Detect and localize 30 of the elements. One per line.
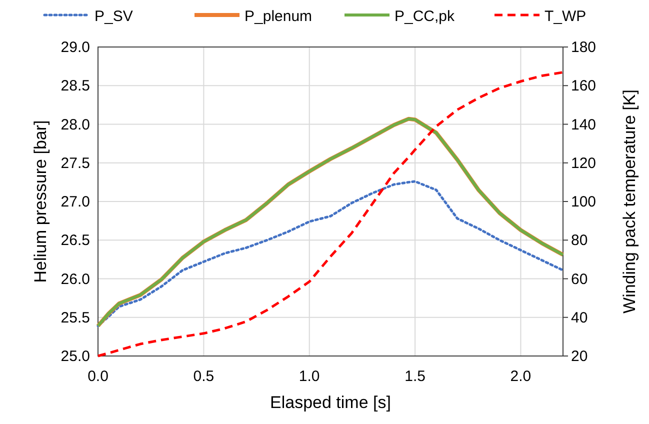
x-tick-label: 0.0 — [88, 368, 108, 385]
y2-axis-title: Winding pack temperature [K] — [620, 90, 639, 314]
y2-tick-label: 160 — [571, 78, 596, 95]
y-tick-label: 28.0 — [60, 116, 90, 134]
y-tick-label: 26.5 — [60, 232, 90, 250]
x-tick-label: 2.0 — [510, 368, 532, 385]
y-tick-label: 29.0 — [60, 39, 90, 56]
y2-tick-label: 20 — [571, 348, 588, 365]
legend-label: P_plenum — [244, 8, 312, 25]
y2-tick-label: 80 — [571, 232, 588, 250]
x-axis-title: Elasped time [s] — [270, 393, 391, 412]
legend-label: P_SV — [94, 8, 133, 25]
y-tick-label: 25.5 — [60, 309, 90, 326]
y-tick-label: 25.0 — [60, 348, 90, 365]
y-axis-title: Helium pressure [bar] — [31, 120, 50, 283]
y-tick-label: 27.0 — [60, 194, 90, 210]
y2-tick-label: 120 — [571, 154, 596, 172]
y2-tick-label: 180 — [571, 39, 596, 56]
y2-tick-label: 40 — [571, 309, 588, 326]
x-tick-label: 0.5 — [193, 368, 214, 385]
y2-tick-label: 60 — [571, 270, 588, 288]
legend-label: P_CC,pk — [394, 8, 456, 25]
x-tick-label: 1.5 — [404, 368, 426, 385]
y-tick-label: 27.5 — [60, 154, 90, 172]
y2-tick-label: 100 — [571, 194, 596, 210]
y2-tick-label: 140 — [571, 116, 596, 134]
legend-label: T_WP — [544, 8, 586, 25]
x-tick-label: 1.0 — [298, 368, 320, 385]
y-tick-label: 28.5 — [60, 78, 90, 95]
y-tick-label: 26.0 — [60, 270, 90, 288]
